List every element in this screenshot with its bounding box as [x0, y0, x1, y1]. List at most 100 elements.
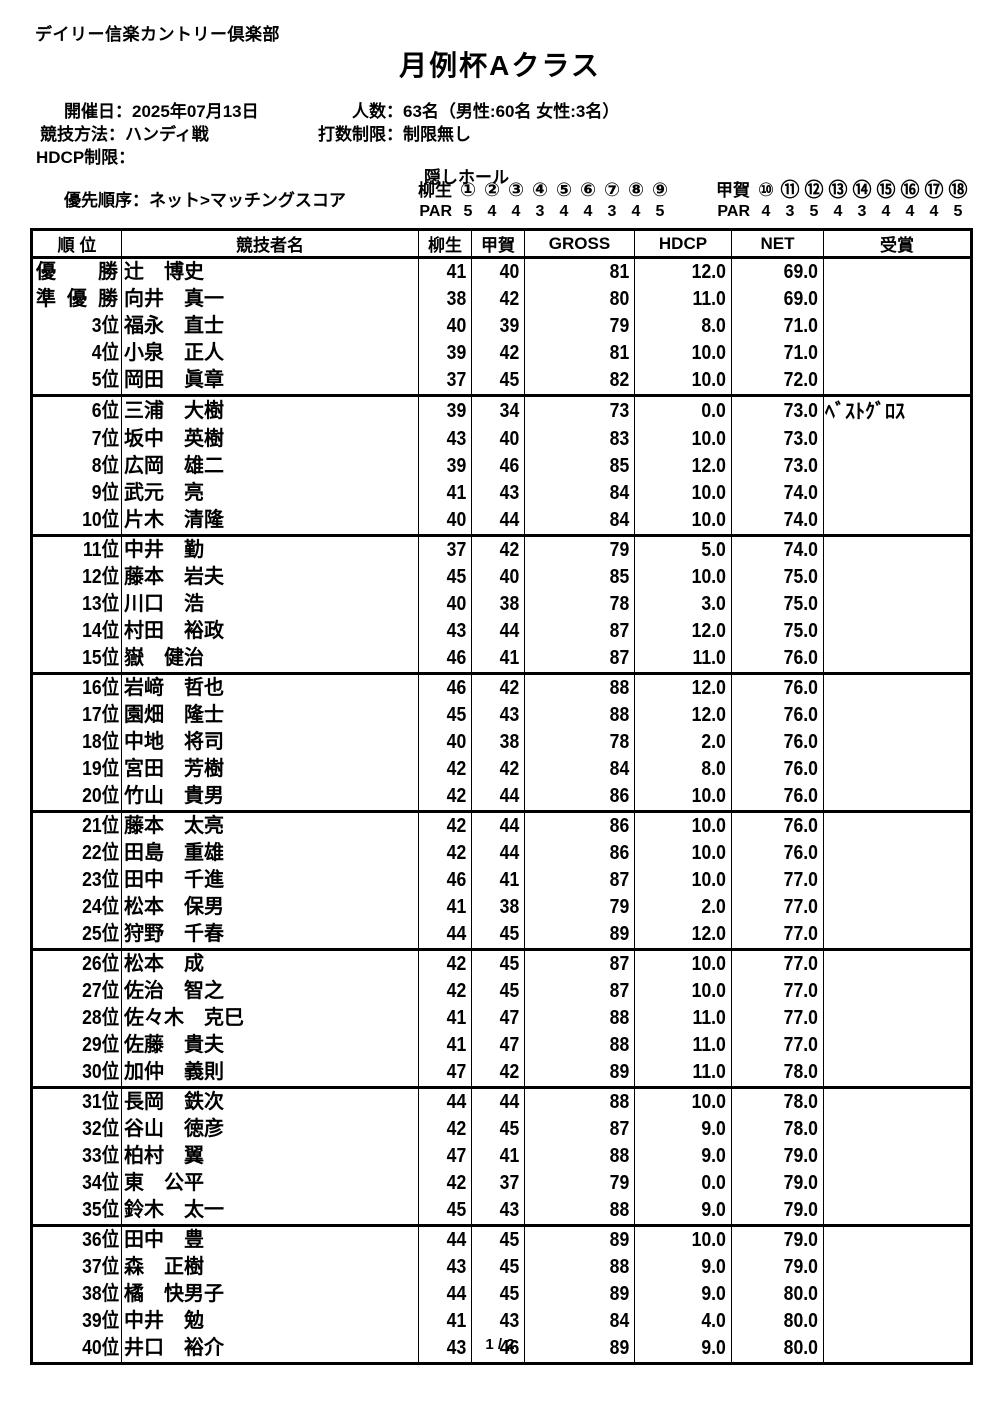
cell-name: 田島 重雄	[121, 840, 419, 867]
cell-yagyu: 40	[418, 313, 472, 340]
cell-hdcp: 10.0	[634, 978, 732, 1005]
cell-net: 69.0	[731, 257, 824, 286]
cell-rank: 36位	[31, 1225, 122, 1254]
cell-yagyu: 40	[418, 507, 472, 536]
cell-award	[823, 921, 972, 950]
rank-group: 優 勝辻 博史 41 40 81 12.0 69.0 準優勝 向井 真一 38 42 80 11.0 6…	[31, 257, 972, 396]
cell-net: 75.0	[731, 591, 824, 618]
table-row: 38位橘 快男子 44 45 89 9.0 80.0	[31, 1281, 972, 1308]
table-row: 14位 村田 裕政 43 44 87 12.0 75.0	[31, 618, 972, 645]
cell-net: 73.0	[731, 453, 824, 480]
table-row: 6位 三浦 大樹 39 34 73 0.0 73.0 ﾍﾞｽﾄｸﾞﾛｽ	[31, 395, 972, 426]
info-priority-label: 優先順序：	[64, 191, 149, 210]
par-value: 4	[487, 203, 497, 220]
cell-yagyu: 47	[418, 1059, 472, 1088]
cell-rank: 9位	[31, 480, 122, 507]
hole-number-icon: ⑩	[757, 180, 775, 201]
table-row: 36位 田中 豊 44 45 89 10.0 79.0	[31, 1225, 972, 1254]
cell-award	[823, 535, 972, 564]
cell-yagyu: 46	[418, 867, 472, 894]
info-players: 人数：63名（男性:60名 女性:3名）	[352, 97, 619, 122]
cell-award	[823, 286, 972, 313]
cell-koga: 37	[471, 1170, 525, 1197]
cell-name: 坂中 英樹	[121, 426, 419, 453]
cell-net: 77.0	[731, 1005, 824, 1032]
table-row: 16位 岩﨑 哲也 46 42 88 12.0 76.0	[31, 673, 972, 702]
cell-hdcp: 0.0	[634, 395, 732, 426]
hole-number-icon: ③	[507, 180, 525, 201]
cell-gross: 89	[524, 1059, 635, 1088]
cell-hdcp: 9.0	[634, 1116, 732, 1143]
cell-name: 小泉 正人	[121, 340, 419, 367]
cell-award	[823, 840, 972, 867]
cell-rank: 27位	[31, 978, 122, 1005]
par-value: 3	[607, 203, 617, 220]
cell-name: 中井 勤	[121, 535, 419, 564]
cell-award	[823, 756, 972, 783]
cell-name: 谷山 徳彦	[121, 1116, 419, 1143]
header-award: 受賞	[823, 229, 972, 259]
cell-gross: 88	[524, 1143, 635, 1170]
cell-net: 71.0	[731, 340, 824, 367]
table-row: 12位 藤本 岩夫 45 40 85 10.0 75.0	[31, 564, 972, 591]
info-method-label: 競技方法：	[40, 125, 125, 144]
table-row: 23位 田中 千進 46 41 87 10.0 77.0	[31, 867, 972, 894]
course-name: 甲賀	[716, 181, 750, 200]
page-title: 月例杯Aクラス	[399, 50, 601, 81]
cell-hdcp: 0.0	[634, 1170, 732, 1197]
cell-name: 岡田 眞章	[121, 367, 419, 396]
cell-net: 79.0	[731, 1254, 824, 1281]
cell-hdcp: 9.0	[634, 1143, 732, 1170]
hidden-holes-title: 隠しホール	[424, 168, 509, 187]
cell-gross: 87	[524, 978, 635, 1005]
table-row: 31位 長岡 鉄次 44 44 88 10.0 78.0	[31, 1087, 972, 1116]
cell-gross: 87	[524, 949, 635, 978]
cell-rank: 6位	[31, 395, 122, 426]
cell-koga: 43	[471, 1308, 525, 1335]
cell-yagyu: 42	[418, 756, 472, 783]
cell-koga: 42	[471, 1059, 525, 1088]
cell-award	[823, 1059, 972, 1088]
cell-koga: 45	[471, 949, 525, 978]
cell-net: 76.0	[731, 702, 824, 729]
cell-net: 69.0	[731, 286, 824, 313]
table-row: 39位 中井 勉 41 43 84 4.0 80.0	[31, 1308, 972, 1335]
par-value: 4	[761, 203, 771, 220]
cell-name: 佐治 智之	[121, 978, 419, 1005]
cell-koga: 44	[471, 618, 525, 645]
cell-hdcp: 12.0	[634, 673, 732, 702]
cell-award	[823, 894, 972, 921]
cell-hdcp: 10.0	[634, 949, 732, 978]
cell-gross: 81	[524, 257, 635, 286]
cell-award	[823, 591, 972, 618]
cell-award	[823, 313, 972, 340]
cell-name: 藤本 岩夫	[121, 564, 419, 591]
table-row: 9位 武元 亮 41 43 84 10.0 74.0	[31, 480, 972, 507]
cell-hdcp: 10.0	[634, 840, 732, 867]
cell-rank: 35位	[31, 1197, 122, 1226]
hole-number-icon: ②	[483, 180, 501, 201]
cell-gross: 87	[524, 618, 635, 645]
cell-hdcp: 10.0	[634, 507, 732, 536]
cell-koga: 45	[471, 367, 525, 396]
cell-hdcp: 10.0	[634, 783, 732, 812]
cell-net: 76.0	[731, 811, 824, 840]
cell-net: 72.0	[731, 367, 824, 396]
cell-koga: 38	[471, 729, 525, 756]
cell-award	[823, 978, 972, 1005]
cell-name: 柏村 翼	[121, 1143, 419, 1170]
cell-koga: 45	[471, 921, 525, 950]
cell-hdcp: 4.0	[634, 1308, 732, 1335]
cell-award	[823, 507, 972, 536]
table-row: 33位 柏村 翼 47 41 88 9.0 79.0	[31, 1143, 972, 1170]
cell-name: 橘 快男子	[121, 1281, 419, 1308]
cell-koga: 40	[471, 257, 525, 286]
cell-yagyu: 44	[418, 1087, 472, 1116]
par-value: 4	[881, 203, 891, 220]
hole-number-icon: ⑤	[555, 180, 573, 201]
cell-gross: 84	[524, 756, 635, 783]
table-row: 22位 田島 重雄 42 44 86 10.0 76.0	[31, 840, 972, 867]
